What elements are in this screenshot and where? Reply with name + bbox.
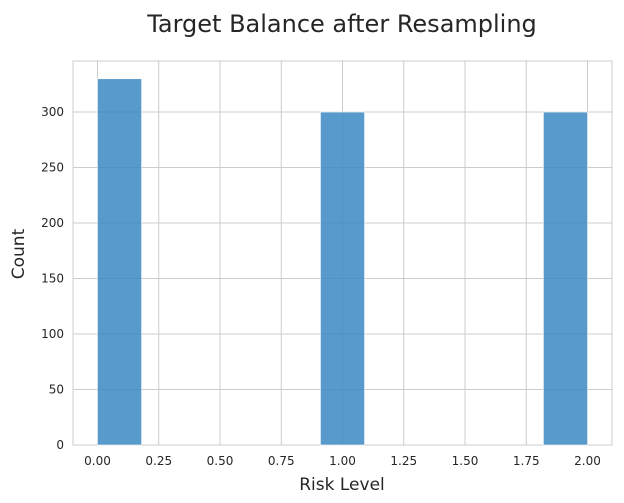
- x-tick-label: 0.50: [207, 454, 234, 468]
- y-axis-label: Count: [9, 228, 29, 279]
- y-axis-ticks: 0 50 100 150 200 250 300: [41, 105, 64, 452]
- y-tick-label: 200: [41, 216, 64, 230]
- y-tick-label: 150: [41, 272, 64, 286]
- histogram-bar: [543, 111, 588, 446]
- x-tick-label: 1.25: [390, 454, 417, 468]
- y-tick-label: 50: [49, 383, 64, 397]
- x-tick-label: 1.00: [329, 454, 356, 468]
- x-tick-label: 1.75: [513, 454, 540, 468]
- chart-title: Target Balance after Resampling: [146, 10, 537, 38]
- y-tick-label: 100: [41, 327, 64, 341]
- histogram-bar: [97, 78, 142, 446]
- histogram-bar: [320, 111, 365, 446]
- y-tick-label: 0: [56, 438, 64, 452]
- x-tick-label: 0.00: [84, 454, 111, 468]
- bars: [97, 78, 588, 446]
- y-tick-label: 300: [41, 105, 64, 119]
- x-tick-label: 0.25: [145, 454, 172, 468]
- x-axis-label: Risk Level: [299, 475, 385, 495]
- x-tick-label: 2.00: [574, 454, 601, 468]
- y-tick-label: 250: [41, 161, 64, 175]
- x-tick-label: 0.75: [268, 454, 295, 468]
- x-tick-label: 1.50: [452, 454, 479, 468]
- x-axis-ticks: 0.00 0.25 0.50 0.75 1.00 1.25 1.50 1.75 2.00: [84, 454, 601, 468]
